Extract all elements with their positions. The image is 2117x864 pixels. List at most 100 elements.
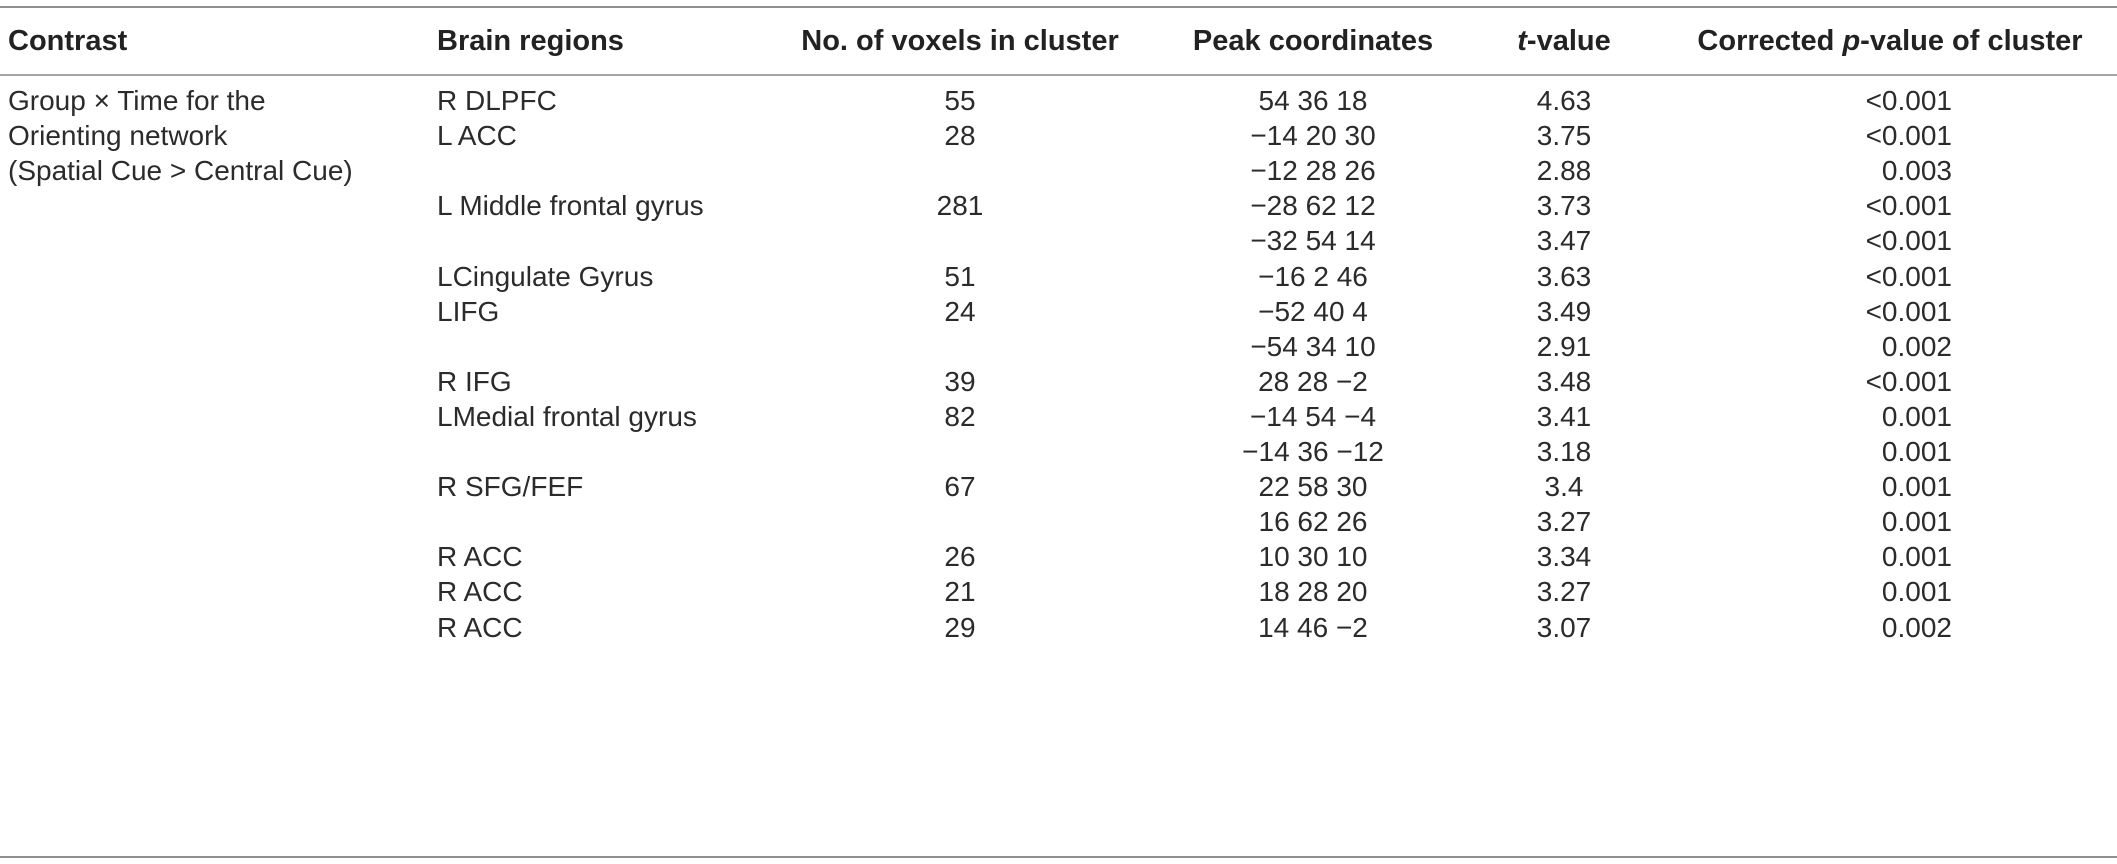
brain-region-cell: R ACC — [437, 541, 523, 573]
p-value-cell-text: 0.001 — [1881, 400, 1952, 432]
peak-coordinates-cell: −52 40 4 — [1258, 295, 1368, 327]
p-value-cell-text: <0.001 — [1865, 120, 1952, 152]
brain-region-cell: LCingulate Gyrus — [437, 260, 654, 292]
header-p-pre: Corrected — [1697, 25, 1843, 57]
brain-region-cell: R DLPFC — [437, 85, 557, 116]
table-row: R IFG 39 28 28 −2 3.48 <0.001 — [0, 358, 2117, 405]
t-value-cell: 3.41 — [1536, 400, 1592, 432]
table-row: LCingulate Gyrus 51 −16 2 46 3.63 <0.001 — [0, 253, 2117, 300]
voxel-count-cell: 24 — [944, 295, 976, 327]
t-value-cell: 3.4 — [1544, 471, 1584, 503]
t-value-cell: 3.18 — [1536, 436, 1592, 467]
p-value-cell-text: 0.001 — [1881, 506, 1952, 538]
t-value-cell: 3.49 — [1536, 295, 1592, 327]
table-row: −12 28 26 2.88 0.003 — [0, 147, 2117, 194]
p-value-cell-text: <0.001 — [1865, 365, 1952, 397]
table-row: R ACC 21 18 28 20 3.27 0.001 — [0, 568, 2117, 615]
brain-region-cell: R SFG/FEF — [437, 471, 584, 503]
brain-region-cell: L ACC — [437, 120, 517, 152]
voxel-count-cell: 51 — [944, 260, 976, 292]
voxel-count-cell: 82 — [944, 400, 976, 432]
p-value-cell-text: <0.001 — [1865, 295, 1952, 327]
header-p-italic: p — [1842, 25, 1861, 57]
table-row: R SFG/FEF 67 22 58 30 3.4 0.001 — [0, 463, 2117, 510]
t-value-cell: 3.27 — [1536, 506, 1592, 538]
t-value-cell: 3.47 — [1536, 225, 1592, 257]
table-row: −54 34 10 2.91 0.002 — [0, 323, 2117, 370]
contrast-line: Group × Time for the — [8, 85, 266, 116]
t-value-cell: 3.73 — [1536, 190, 1592, 222]
table-row: L ACC 28 −14 20 30 3.75 <0.001 — [0, 112, 2117, 159]
voxel-count-cell: 28 — [944, 120, 976, 152]
t-value-cell: 2.91 — [1536, 330, 1592, 362]
voxel-count-cell: 281 — [936, 190, 984, 222]
table-header-rule — [0, 74, 2117, 76]
table-row: L Middle frontal gyrus 281 −28 62 12 3.73 <0… — [0, 182, 2117, 229]
peak-coordinates-cell: 10 30 10 — [1258, 541, 1368, 573]
table-row: −14 36 −12 3.18 0.001 — [0, 428, 2117, 475]
peak-coordinates-cell: −14 54 −4 — [1249, 400, 1377, 432]
table-row: R ACC 29 14 46 −2 3.07 0.002 — [0, 604, 2117, 651]
header-peak-coordinates: Peak coordinates — [1192, 25, 1434, 57]
voxel-count-cell: 29 — [944, 611, 976, 643]
table-row: R DLPFC 55 54 36 18 4.63 <0.001 — [0, 77, 2117, 124]
header-contrast: Contrast — [8, 25, 128, 57]
contrast-line: Orienting network — [8, 120, 228, 152]
t-value-cell: 3.07 — [1536, 611, 1592, 643]
p-value-cell-text: 0.001 — [1881, 436, 1952, 467]
t-value-cell: 3.27 — [1536, 576, 1592, 608]
p-value-cell-text: 0.003 — [1881, 155, 1952, 187]
p-value-cell-text: 0.002 — [1881, 611, 1952, 643]
peak-coordinates-cell: −12 28 26 — [1250, 155, 1376, 187]
header-t-value: t-value — [1517, 16, 1611, 66]
t-value-cell: 2.88 — [1536, 155, 1592, 187]
header-voxels: No. of voxels in cluster — [801, 25, 1119, 57]
p-value-cell-text: <0.001 — [1865, 225, 1952, 257]
peak-coordinates-cell: −16 2 46 — [1258, 260, 1368, 292]
voxel-count-cell: 55 — [944, 85, 976, 116]
header-t-rest: -value — [1526, 25, 1611, 57]
header-brain-regions: Brain regions — [437, 25, 624, 57]
brain-region-cell: R ACC — [437, 611, 523, 643]
header-p-value: Corrected p-value of cluster — [1697, 16, 2082, 66]
voxel-count-cell: 67 — [944, 471, 976, 503]
p-value-cell-text: <0.001 — [1865, 260, 1952, 292]
table-row: R ACC 26 10 30 10 3.34 0.001 — [0, 533, 2117, 580]
p-value-cell-text: 0.001 — [1881, 576, 1952, 608]
header-p-post: -value of cluster — [1860, 25, 2083, 57]
voxel-count-cell: 26 — [944, 541, 976, 573]
t-value-cell: 3.34 — [1536, 541, 1592, 573]
peak-coordinates-cell: 18 28 20 — [1258, 576, 1368, 608]
p-value-cell-text: <0.001 — [1865, 190, 1952, 222]
t-value-cell: 3.75 — [1536, 120, 1592, 152]
peak-coordinates-cell: −32 54 14 — [1250, 225, 1376, 257]
p-value-cell-text: <0.001 — [1865, 85, 1952, 116]
table-row: LMedial frontal gyrus 82 −14 54 −4 3.41 0.00… — [0, 393, 2117, 440]
brain-region-cell: LIFG — [437, 295, 500, 327]
t-value-cell: 3.63 — [1536, 260, 1592, 292]
table-row: 16 62 26 3.27 0.001 — [0, 498, 2117, 545]
table-header-row: Contrast Brain regions No. of voxels in … — [0, 16, 2117, 66]
brain-region-cell: R ACC — [437, 576, 523, 608]
table-top-rule — [0, 6, 2117, 8]
peak-coordinates-cell: −54 34 10 — [1250, 330, 1376, 362]
header-t-italic: t — [1517, 25, 1527, 57]
peak-coordinates-cell: 22 58 30 — [1258, 471, 1368, 503]
table-row: −32 54 14 3.47 <0.001 — [0, 217, 2117, 264]
t-value-cell: 4.63 — [1536, 85, 1592, 116]
voxel-count-cell: 39 — [944, 365, 976, 397]
peak-coordinates-cell: 28 28 −2 — [1258, 365, 1368, 397]
p-value-cell-text: 0.002 — [1881, 330, 1952, 362]
peak-coordinates-cell: 16 62 26 — [1258, 506, 1368, 538]
peak-coordinates-cell: −14 36 −12 — [1242, 436, 1384, 467]
contrast-line: (Spatial Cue > Central Cue) — [8, 155, 353, 187]
brain-region-cell: R IFG — [437, 365, 512, 397]
peak-coordinates-cell: −14 20 30 — [1250, 120, 1376, 152]
t-value-cell: 3.48 — [1536, 365, 1592, 397]
brain-region-cell: L Middle frontal gyrus — [437, 190, 704, 222]
peak-coordinates-cell: 14 46 −2 — [1258, 611, 1368, 643]
peak-coordinates-cell: −28 62 12 — [1250, 190, 1376, 222]
p-value-cell-text: 0.001 — [1881, 471, 1952, 503]
table-row: LIFG 24 −52 40 4 3.49 <0.001 — [0, 288, 2117, 335]
